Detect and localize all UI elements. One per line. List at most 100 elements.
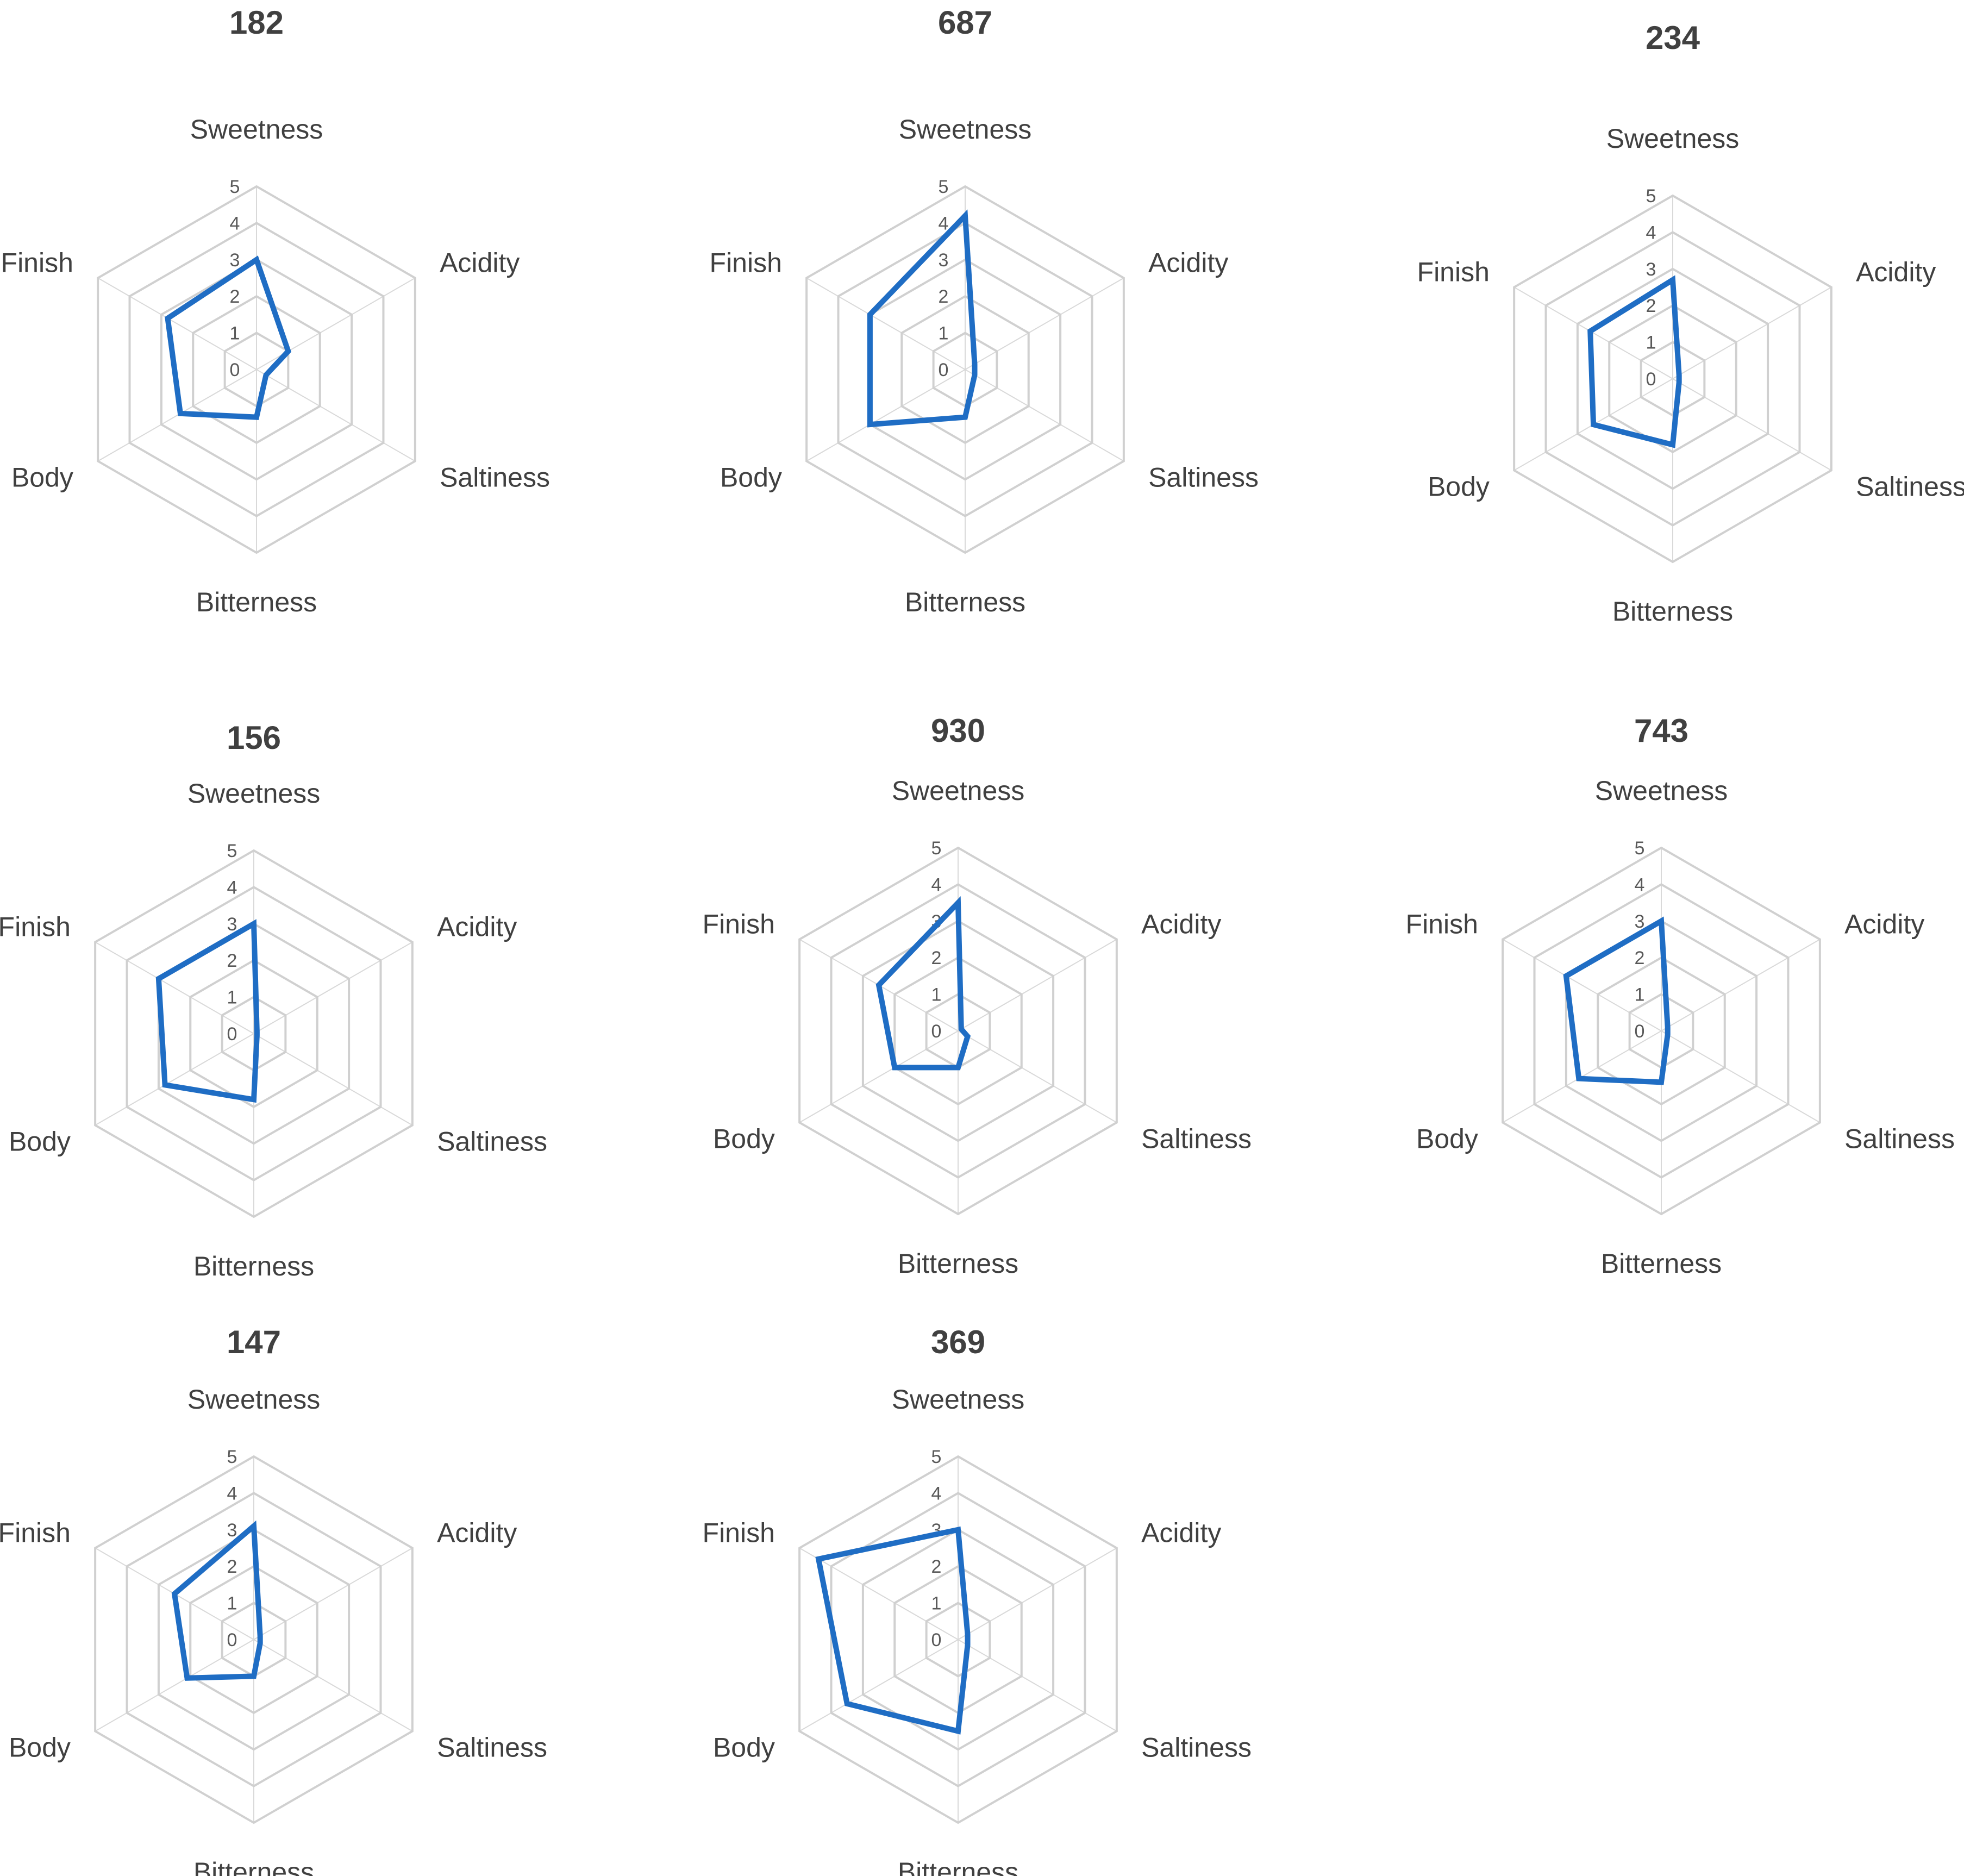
tick-label: 4 xyxy=(1635,874,1645,895)
tick-label: 3 xyxy=(227,1520,237,1541)
grid-ring xyxy=(157,1528,351,1751)
grid-ring xyxy=(925,1602,991,1678)
category-label: Saltiness xyxy=(1844,1124,1955,1154)
grid-ring xyxy=(126,1492,382,1787)
chart-title: 930 xyxy=(931,712,985,749)
grid-ring xyxy=(1502,846,1821,1216)
category-label: Acidity xyxy=(1148,248,1228,278)
category-label: Finish xyxy=(1,248,73,278)
category-label: Body xyxy=(720,462,782,493)
grid-spoke xyxy=(958,1030,1117,1123)
series-line xyxy=(815,1526,971,1735)
category-label: Sweetness xyxy=(187,778,321,809)
grid-ring xyxy=(837,222,1093,517)
category-label: Saltiness xyxy=(1141,1124,1252,1154)
tick-label: 0 xyxy=(931,1630,942,1650)
tick-label: 3 xyxy=(1635,911,1645,932)
tick-label: 2 xyxy=(1646,296,1656,316)
tick-label: 5 xyxy=(227,1447,237,1467)
tick-label: 5 xyxy=(931,1447,942,1467)
category-label: Sweetness xyxy=(1595,776,1728,806)
grid-spoke xyxy=(95,1639,254,1732)
grid-spoke xyxy=(1672,378,1832,471)
tick-label: 2 xyxy=(227,1556,237,1577)
tick-label: 4 xyxy=(230,213,240,234)
category-label: Acidity xyxy=(437,912,517,942)
radar-chart: 156 0 1 2 3 4 5 Sweetness Acidity Saltiness Bitter… xyxy=(0,720,547,1281)
category-label: Saltiness xyxy=(1856,472,1964,502)
grid-ring xyxy=(192,295,321,445)
tick-label: 2 xyxy=(939,286,949,307)
tick-label: 5 xyxy=(230,177,240,197)
category-label: Sweetness xyxy=(899,114,1032,145)
grid-spoke xyxy=(958,1547,1117,1640)
tick-label: 2 xyxy=(227,950,237,971)
tick-label: 3 xyxy=(230,250,240,271)
tick-label: 4 xyxy=(931,1483,942,1504)
grid-spoke xyxy=(95,941,254,1034)
grid-spoke xyxy=(256,369,416,462)
tick-label: 3 xyxy=(227,914,237,935)
category-label: Acidity xyxy=(437,1518,517,1548)
grid-ring xyxy=(861,920,1055,1142)
grid-ring xyxy=(900,295,1030,445)
radar-chart: 687 0 1 2 3 4 5 Sweetness Acidity Saltiness Bitter… xyxy=(710,4,1259,617)
radar-chart: 369012345SweetnessAciditySaltinessBitter… xyxy=(703,1324,1252,1876)
tick-label: 3 xyxy=(1646,259,1656,280)
tick-label: 1 xyxy=(227,987,237,1008)
grid-ring xyxy=(1608,304,1737,454)
grid-spoke xyxy=(958,1639,1117,1732)
category-label: Body xyxy=(9,1127,71,1157)
tick-label: 1 xyxy=(1635,985,1645,1005)
tick-label: 0 xyxy=(1646,369,1656,390)
tick-label: 4 xyxy=(939,213,949,234)
category-label: Body xyxy=(9,1733,71,1763)
grid-spoke xyxy=(253,1547,413,1640)
radar-chart: 147 0 1 2 3 4 5 Sweetness Acidity Saltiness Bitter… xyxy=(0,1324,547,1876)
tick-label: 2 xyxy=(931,1556,942,1577)
category-label: Sweetness xyxy=(1606,123,1740,154)
category-label: Acidity xyxy=(440,248,520,278)
grid-spoke xyxy=(806,369,966,462)
category-label: Bitterness xyxy=(1612,596,1733,627)
category-label: Bitterness xyxy=(196,587,317,617)
tick-label: 4 xyxy=(227,877,237,898)
radar-chart: 182 0 1 2 3 4 5 Sweetness Acidity Saltiness Bitter… xyxy=(1,4,550,617)
grid-spoke xyxy=(1672,286,1832,379)
chart-title: 234 xyxy=(1646,20,1700,56)
category-label: Bitterness xyxy=(1601,1248,1722,1279)
grid-ring xyxy=(1533,883,1790,1179)
tick-label: 2 xyxy=(230,286,240,307)
radar-chart: 930012345SweetnessAciditySaltinessBitter… xyxy=(703,712,1252,1279)
tick-label: 5 xyxy=(939,177,949,197)
grid-ring xyxy=(160,258,353,481)
grid-ring xyxy=(1576,267,1769,490)
chart-title: 687 xyxy=(938,4,992,41)
tick-label: 4 xyxy=(931,874,942,895)
grid-spoke xyxy=(799,1547,959,1640)
tick-label: 4 xyxy=(227,1483,237,1504)
tick-label: 5 xyxy=(1635,838,1645,859)
tick-label: 0 xyxy=(227,1024,237,1045)
grid-spoke xyxy=(965,369,1124,462)
series-line xyxy=(171,1520,263,1681)
category-label: Saltiness xyxy=(1148,462,1259,493)
tick-label: 1 xyxy=(227,1593,237,1614)
tick-label: 1 xyxy=(939,323,949,344)
tick-label: 0 xyxy=(230,360,240,380)
tick-label: 2 xyxy=(1635,948,1645,968)
category-label: Body xyxy=(1416,1124,1478,1154)
grid-spoke xyxy=(97,369,257,462)
category-label: Bitterness xyxy=(193,1857,314,1876)
category-label: Sweetness xyxy=(892,1384,1025,1415)
category-label: Bitterness xyxy=(193,1251,314,1281)
category-label: Bitterness xyxy=(898,1857,1018,1876)
tick-label: 5 xyxy=(227,841,237,861)
grid-ring xyxy=(126,886,382,1181)
grid-spoke xyxy=(965,277,1124,370)
category-label: Finish xyxy=(1417,257,1490,287)
tick-label: 1 xyxy=(931,1593,942,1614)
category-label: Acidity xyxy=(1844,909,1924,940)
category-label: Acidity xyxy=(1141,1518,1221,1548)
tick-label: 1 xyxy=(230,323,240,344)
